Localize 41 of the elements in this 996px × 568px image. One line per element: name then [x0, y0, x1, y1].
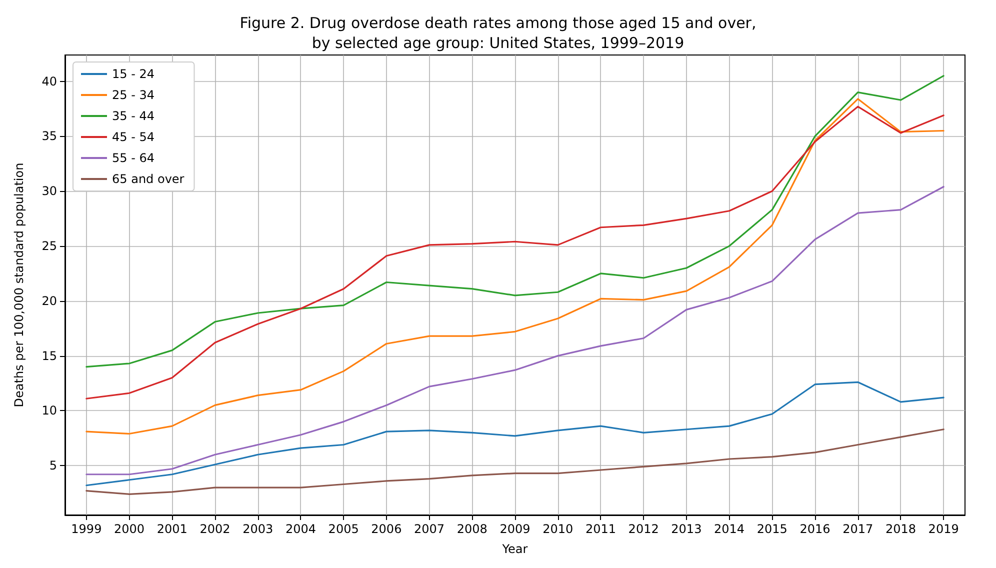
x-axis-title: Year — [501, 542, 528, 556]
x-tick-label: 2012 — [628, 522, 659, 536]
line-series — [86, 381, 944, 486]
x-tick-label: 2008 — [456, 522, 488, 536]
legend-label: 35 - 44 — [112, 109, 154, 123]
y-axis-title: Deaths per 100,000 standard population — [12, 162, 26, 408]
line-series — [86, 428, 944, 495]
legend-label: 15 - 24 — [112, 67, 154, 81]
legend-label: 65 and over — [112, 172, 184, 186]
chart-title: Figure 2. Drug overdose death rates among those aged 15 and over, by selected age group: United States, 1999–2019 — [240, 14, 756, 52]
x-tick-label: 2003 — [242, 522, 274, 536]
y-tick-label: 25 — [42, 239, 57, 254]
x-tick-label: 2015 — [756, 522, 788, 536]
y-tick-label: 10 — [42, 404, 57, 418]
x-tick-label: 2017 — [842, 522, 874, 536]
x-tick-label: 2010 — [542, 522, 574, 536]
legend-label: 45 - 54 — [112, 130, 154, 144]
x-tick-label: 2014 — [714, 522, 745, 536]
y-tick-label: 30 — [42, 184, 57, 198]
x-tick-label: 2007 — [414, 522, 445, 536]
x-tick-label: 2005 — [328, 522, 359, 536]
x-tick-label: 2013 — [671, 522, 702, 536]
x-tick-label: 2016 — [800, 522, 830, 536]
y-tick-label: 35 — [42, 129, 57, 144]
y-tick-label: 15 — [42, 348, 57, 363]
x-tick-label: 2009 — [500, 522, 530, 536]
x-tick-label: 2002 — [200, 522, 230, 536]
y-tick-label: 20 — [42, 294, 57, 308]
x-tick-label: 2000 — [114, 522, 145, 536]
line-series — [86, 186, 944, 476]
y-tick-label: 5 — [49, 458, 57, 473]
x-tick-label: 2004 — [285, 522, 316, 536]
x-tick-label: 2006 — [371, 522, 402, 536]
x-tick-label: 2001 — [156, 522, 188, 536]
x-tick-label: 2018 — [885, 522, 916, 536]
legend-label: 25 - 34 — [112, 88, 154, 102]
y-tick-label: 40 — [42, 74, 57, 88]
x-tick-label: 2011 — [585, 522, 616, 536]
x-tick-label: 1999 — [71, 522, 102, 536]
legend-label: 55 - 64 — [112, 151, 154, 165]
x-tick-label: 2019 — [928, 522, 959, 536]
